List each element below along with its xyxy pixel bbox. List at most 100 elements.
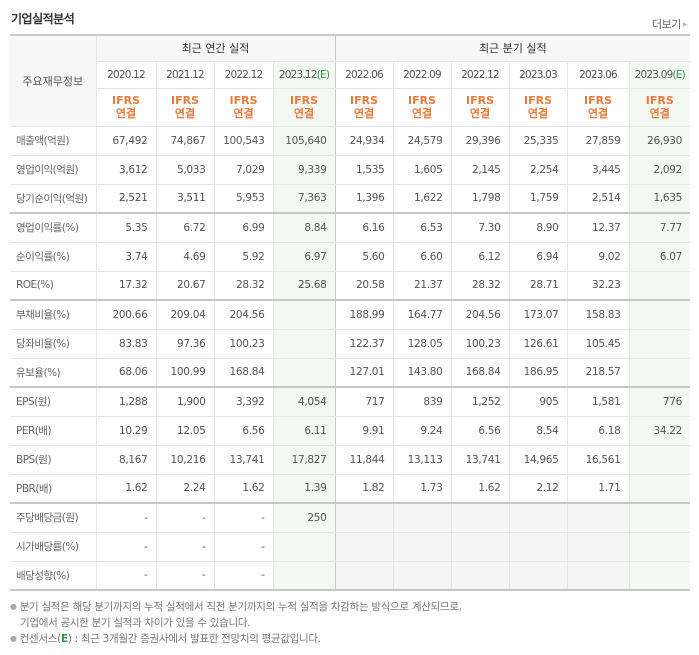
value-cell: 1,759 — [508, 184, 568, 214]
row-label: 시가배당률(%) — [10, 532, 96, 562]
table-row: 배당성향(%) - - - — [10, 561, 691, 591]
value-cell: 24,579 — [392, 126, 452, 156]
table-row: EPS(원) 1,288 1,900 3,392 4,054 717 839 1,252 905… — [10, 387, 691, 417]
value-cell: 11,844 — [334, 445, 394, 475]
value-cell: 143.80 — [392, 358, 452, 388]
value-cell: 1,605 — [392, 155, 452, 185]
footnote-1: ● 분기 실적은 해당 분기까지의 누적 실적에서 직전 분기까지의 누적 실적을… — [10, 601, 462, 613]
value-cell: 3,511 — [155, 184, 214, 214]
value-cell: 8.90 — [508, 213, 568, 243]
value-cell: 2.24 — [155, 474, 214, 504]
row-label: 영업이익률(%) — [10, 213, 96, 243]
value-cell: 1,635 — [628, 184, 691, 214]
accounting-basis: IFRS 연결 — [628, 88, 691, 127]
value-cell: - — [213, 561, 273, 591]
value-cell: 74,867 — [155, 126, 214, 156]
value-cell: 10.29 — [95, 416, 156, 446]
row-label: 당기순이익(억원) — [10, 184, 96, 214]
value-cell: 4,054 — [272, 387, 336, 417]
value-cell — [628, 271, 691, 301]
value-cell: 83.83 — [95, 329, 156, 359]
value-cell: 26,930 — [628, 126, 691, 156]
value-cell: 100,543 — [213, 126, 273, 156]
table-row: 당기순이익(억원) 2,521 3,511 5,953 7,363 1,396 1,622 1… — [10, 184, 691, 214]
value-cell: 128.05 — [392, 329, 452, 359]
value-cell — [392, 503, 452, 533]
value-cell: 1,396 — [334, 184, 394, 214]
value-cell: 10,216 — [155, 445, 214, 475]
value-cell: 17,827 — [272, 445, 336, 475]
value-cell: 20.67 — [155, 271, 214, 301]
value-cell: 717 — [334, 387, 394, 417]
period-header: 2021.12 — [155, 61, 214, 89]
value-cell: 2,514 — [566, 184, 630, 214]
row-label: 주당배당금(원) — [10, 503, 96, 533]
period-date: 2022.06 — [345, 68, 384, 81]
value-cell: 1.62 — [95, 474, 156, 504]
value-cell — [450, 503, 510, 533]
value-cell — [628, 300, 691, 330]
value-cell: 12.37 — [566, 213, 630, 243]
value-cell: 13,741 — [450, 445, 510, 475]
financial-performance-table: 주요재무정보 최근 연간 실적 최근 분기 실적 2020.12 2021.12 2… — [10, 34, 691, 591]
value-cell: 27,859 — [566, 126, 630, 156]
period-header: 2022.12 — [450, 61, 510, 89]
value-cell: 28.32 — [213, 271, 273, 301]
value-cell — [334, 532, 394, 562]
period-date: 2023.12 — [278, 68, 318, 81]
value-cell: 21.37 — [392, 271, 452, 301]
value-cell: 218.57 — [566, 358, 630, 388]
table-row: 영업이익(억원) 3,612 5,033 7,029 9,339 1,535 1,605 2,… — [10, 155, 691, 185]
value-cell — [272, 300, 336, 330]
table-row: BPS(원) 8,167 10,216 13,741 17,827 11,844 13,11… — [10, 445, 691, 475]
value-cell: 9.02 — [566, 242, 630, 272]
row-header-label: 주요재무정보 — [10, 35, 96, 127]
value-cell: 13,113 — [392, 445, 452, 475]
value-cell: 168.84 — [213, 358, 273, 388]
value-cell: 158.83 — [566, 300, 630, 330]
value-cell: 1,900 — [155, 387, 214, 417]
value-cell: 105,640 — [272, 126, 336, 156]
value-cell: 68.06 — [95, 358, 156, 388]
value-cell: 7,363 — [272, 184, 336, 214]
triangle-right-icon: ▶ — [682, 21, 688, 28]
section-title: 기업실적분석 — [11, 12, 75, 26]
value-cell: 67,492 — [95, 126, 156, 156]
period-header: 2022.06 — [334, 61, 394, 89]
value-cell: 173.07 — [508, 300, 568, 330]
value-cell: 6.97 — [272, 242, 336, 272]
row-label: EPS(원) — [10, 387, 96, 417]
value-cell: - — [155, 532, 214, 562]
value-cell: 122.37 — [334, 329, 394, 359]
value-cell: 200.66 — [95, 300, 156, 330]
value-cell — [628, 329, 691, 359]
value-cell: 8.54 — [508, 416, 568, 446]
period-date: 2022.09 — [403, 68, 442, 81]
value-cell — [628, 561, 691, 591]
group-quarterly-header: 최근 분기 실적 — [334, 35, 691, 62]
value-cell — [272, 329, 336, 359]
value-cell: - — [95, 561, 156, 591]
value-cell — [450, 561, 510, 591]
value-cell: 186.95 — [508, 358, 568, 388]
value-cell: 2,092 — [628, 155, 691, 185]
value-cell: 1.39 — [272, 474, 336, 504]
value-cell: - — [155, 561, 214, 591]
value-cell: 105.45 — [566, 329, 630, 359]
more-link[interactable]: 더보기 ▶ — [652, 16, 688, 32]
value-cell: 8.84 — [272, 213, 336, 243]
table-row: 주당배당금(원) - - -250 — [10, 503, 691, 533]
value-cell: 839 — [392, 387, 452, 417]
value-cell: 34.22 — [628, 416, 691, 446]
period-date: 2023.09 — [634, 68, 674, 81]
row-label: 매출액(억원) — [10, 126, 96, 156]
group-annual-header: 최근 연간 실적 — [95, 35, 336, 62]
value-cell: 6.60 — [392, 242, 452, 272]
value-cell: 6.18 — [566, 416, 630, 446]
table-row: PBR(배) 1.62 2.24 1.62 1.39 1.82 1.73 1.62 2.12 1.… — [10, 474, 691, 504]
value-cell — [392, 532, 452, 562]
value-cell: 1.71 — [566, 474, 630, 504]
value-cell: 20.58 — [334, 271, 394, 301]
value-cell: 17.32 — [95, 271, 156, 301]
value-cell: 2.12 — [508, 474, 568, 504]
